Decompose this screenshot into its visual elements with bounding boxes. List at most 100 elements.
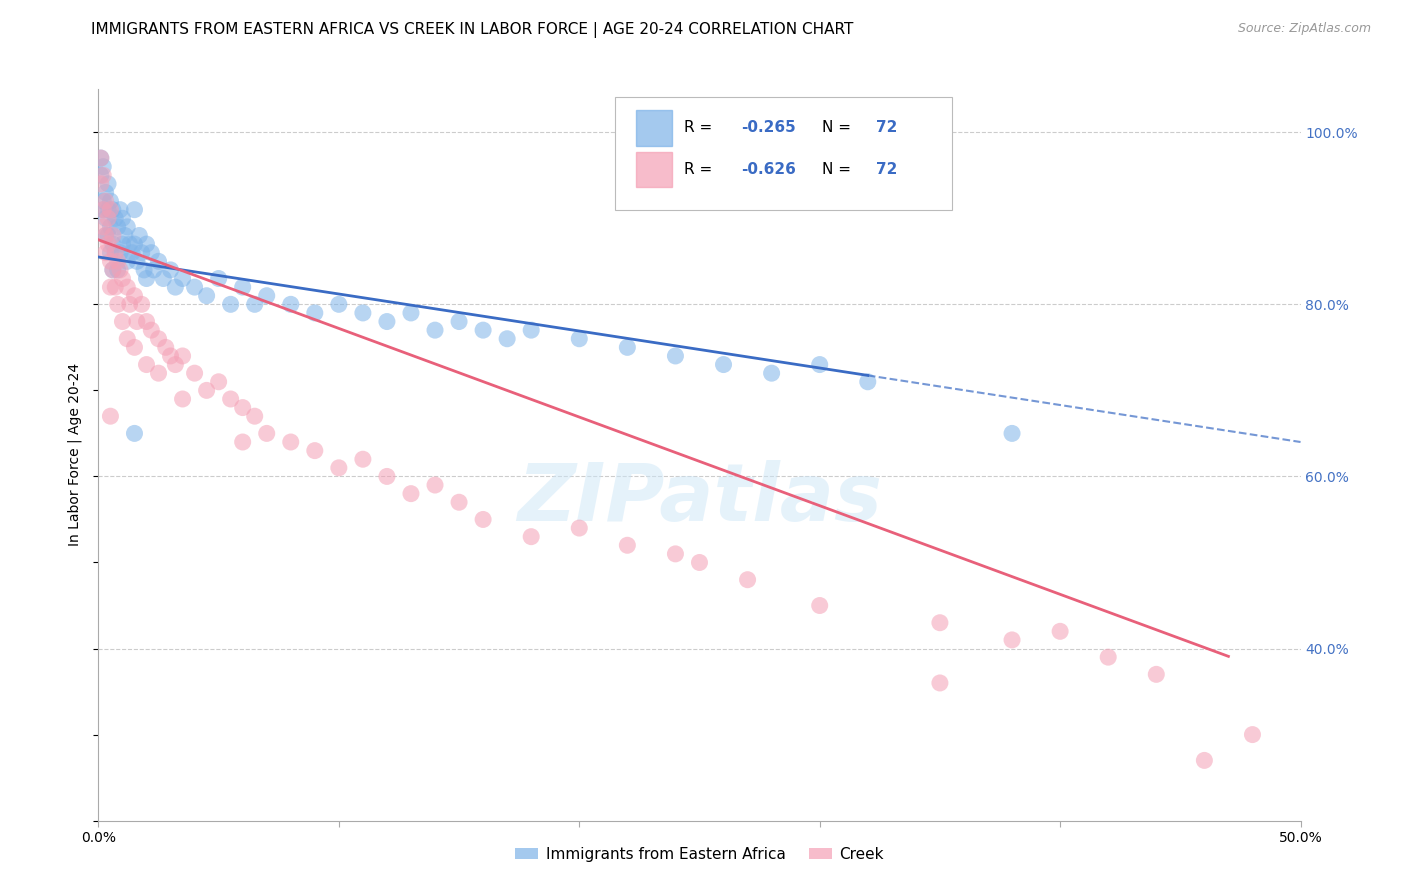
Bar — [636, 153, 672, 187]
Point — [142, 263, 165, 277]
Point — [111, 271, 134, 285]
Point — [568, 332, 591, 346]
Point — [352, 452, 374, 467]
Point — [808, 358, 831, 372]
Point — [111, 211, 134, 226]
Point — [689, 556, 711, 570]
Point — [141, 245, 163, 260]
Point — [104, 245, 127, 260]
Point — [131, 297, 153, 311]
Point — [94, 186, 117, 200]
Point — [100, 219, 122, 234]
Text: -0.626: -0.626 — [741, 162, 796, 178]
Point — [91, 194, 114, 208]
Point — [117, 254, 139, 268]
Point — [135, 237, 157, 252]
Point — [664, 547, 686, 561]
Point — [195, 289, 218, 303]
Point — [91, 202, 114, 217]
Point — [232, 435, 254, 450]
Point — [100, 280, 122, 294]
Point — [135, 314, 157, 328]
Point — [280, 435, 302, 450]
Point — [124, 202, 146, 217]
Point — [1001, 632, 1024, 647]
Point — [121, 245, 143, 260]
Point — [219, 297, 242, 311]
Point — [108, 245, 131, 260]
Point — [856, 375, 879, 389]
Point — [135, 271, 157, 285]
Point — [91, 168, 114, 182]
Point — [165, 358, 187, 372]
Text: R =: R = — [683, 162, 717, 178]
Point — [104, 211, 127, 226]
Point — [399, 306, 422, 320]
Point — [155, 340, 177, 354]
Point — [97, 177, 120, 191]
Point — [135, 358, 157, 372]
Point — [91, 160, 114, 174]
Text: 72: 72 — [876, 162, 897, 178]
Point — [928, 615, 950, 630]
Point — [111, 314, 134, 328]
Point — [243, 409, 266, 424]
Bar — [636, 111, 672, 145]
Text: ZIPatlas: ZIPatlas — [517, 459, 882, 538]
Point — [107, 254, 129, 268]
Point — [97, 202, 120, 217]
Point — [195, 384, 218, 398]
Point — [97, 237, 120, 252]
Point — [104, 280, 127, 294]
Point — [117, 219, 139, 234]
Point — [304, 306, 326, 320]
Point — [761, 366, 783, 380]
Point — [124, 426, 146, 441]
Point — [1001, 426, 1024, 441]
Point — [131, 245, 153, 260]
Text: R =: R = — [683, 120, 717, 136]
Point — [256, 426, 278, 441]
Point — [101, 263, 124, 277]
Point — [232, 280, 254, 294]
Point — [423, 478, 446, 492]
Point — [808, 599, 831, 613]
Point — [90, 151, 112, 165]
Point — [447, 495, 470, 509]
Point — [125, 254, 148, 268]
Point — [280, 297, 302, 311]
Point — [472, 512, 495, 526]
Point — [128, 228, 150, 243]
FancyBboxPatch shape — [616, 96, 952, 210]
Point — [1097, 650, 1119, 665]
Point — [108, 263, 131, 277]
Point — [90, 177, 112, 191]
Point — [159, 349, 181, 363]
Point — [568, 521, 591, 535]
Point — [928, 676, 950, 690]
Point — [232, 401, 254, 415]
Point — [399, 486, 422, 500]
Point — [100, 245, 122, 260]
Point — [114, 228, 136, 243]
Point — [101, 237, 124, 252]
Point — [117, 332, 139, 346]
Point — [664, 349, 686, 363]
Point — [148, 366, 170, 380]
Point — [208, 271, 231, 285]
Point — [107, 263, 129, 277]
Point — [94, 211, 117, 226]
Point — [219, 392, 242, 406]
Point — [97, 228, 120, 243]
Point — [172, 271, 194, 285]
Point — [94, 228, 117, 243]
Point — [256, 289, 278, 303]
Point — [1049, 624, 1071, 639]
Point — [496, 332, 519, 346]
Point — [118, 297, 141, 311]
Point — [165, 280, 187, 294]
Text: N =: N = — [823, 162, 856, 178]
Point — [208, 375, 231, 389]
Point — [713, 358, 735, 372]
Text: Source: ZipAtlas.com: Source: ZipAtlas.com — [1237, 22, 1371, 36]
